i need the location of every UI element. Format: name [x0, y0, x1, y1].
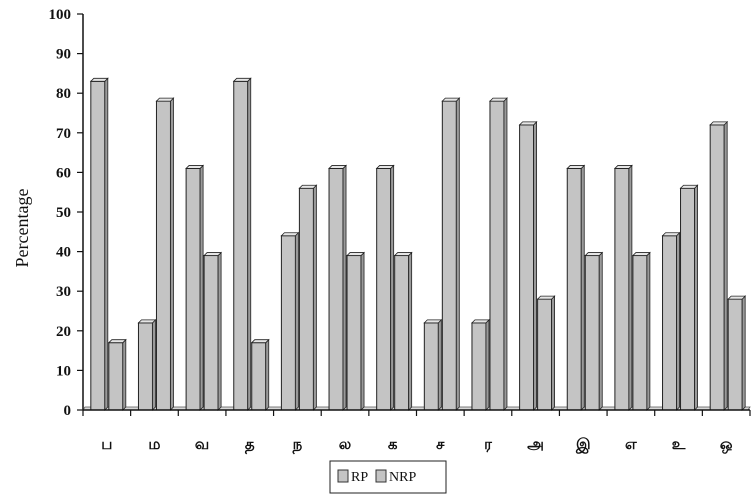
y-tick-label: 30: [56, 284, 71, 300]
bar-nrp: [488, 97, 508, 411]
x-category-label: ப: [101, 435, 112, 453]
bar-rp: [470, 318, 490, 411]
bar-rp: [232, 77, 252, 411]
y-axis-title: Percentage: [12, 189, 32, 268]
x-category-label: எ: [625, 435, 637, 453]
y-tick-label: 50: [56, 205, 71, 221]
bar-nrp: [107, 338, 127, 411]
x-category-label: ல: [339, 435, 351, 453]
bar-rp: [280, 231, 300, 411]
x-category-label: க: [388, 435, 398, 453]
bar-rp: [709, 120, 729, 411]
x-category-label: உ: [672, 435, 686, 453]
x-category-label: ஒ: [720, 435, 733, 453]
bar-rp: [375, 164, 395, 411]
x-category-label: ம: [148, 435, 160, 453]
y-tick-label: 80: [56, 86, 71, 102]
y-tick-label: 90: [56, 47, 71, 63]
bar-nrp: [346, 251, 366, 411]
bar-nrp: [155, 97, 175, 411]
bar-nrp: [727, 295, 747, 411]
x-category-label: ச: [436, 435, 445, 453]
legend-label-nrp: NRP: [389, 470, 416, 485]
bar-nrp: [631, 251, 651, 411]
y-axis: 0 10 20 30 40 50 60 70 80 90 100: [49, 7, 84, 419]
y-tick-label: 0: [64, 403, 72, 419]
bar-rp: [137, 318, 157, 411]
bar-nrp: [298, 184, 318, 411]
legend-box: [329, 460, 447, 494]
x-category-label: அ: [527, 435, 544, 453]
bar-rp: [566, 164, 586, 411]
y-tick-label: 100: [49, 7, 72, 23]
bar-rp: [423, 318, 443, 411]
x-category-label: இ: [575, 435, 591, 454]
legend-swatch-rp: [337, 469, 349, 483]
bar-nrp: [250, 338, 270, 411]
legend-swatch-nrp: [375, 469, 387, 483]
x-category-label: வ: [195, 435, 209, 453]
legend-label-rp: RP: [351, 470, 368, 485]
bar-nrp: [441, 97, 461, 411]
bar-rp: [89, 77, 109, 411]
y-tick-label: 20: [56, 324, 71, 340]
bar-nrp: [584, 251, 604, 411]
bar-rp: [661, 231, 681, 411]
bar-rp: [328, 164, 348, 411]
bar-nrp: [393, 251, 413, 411]
x-category-label: ந: [292, 435, 303, 454]
y-tick-label: 60: [56, 165, 71, 181]
y-tick-label: 70: [56, 126, 71, 142]
bar-nrp: [203, 251, 223, 411]
bar-rp: [185, 164, 205, 411]
bar-rp: [518, 120, 538, 411]
bar-rp: [613, 164, 633, 411]
bar-nrp: [536, 295, 556, 411]
y-tick-label: 10: [56, 363, 71, 379]
bars: [89, 77, 747, 411]
x-category-label: த: [245, 435, 255, 454]
legend: RP NRP: [329, 460, 447, 494]
x-category-label: ர: [484, 435, 492, 453]
y-tick-label: 40: [56, 245, 71, 261]
bar-nrp: [679, 184, 699, 411]
